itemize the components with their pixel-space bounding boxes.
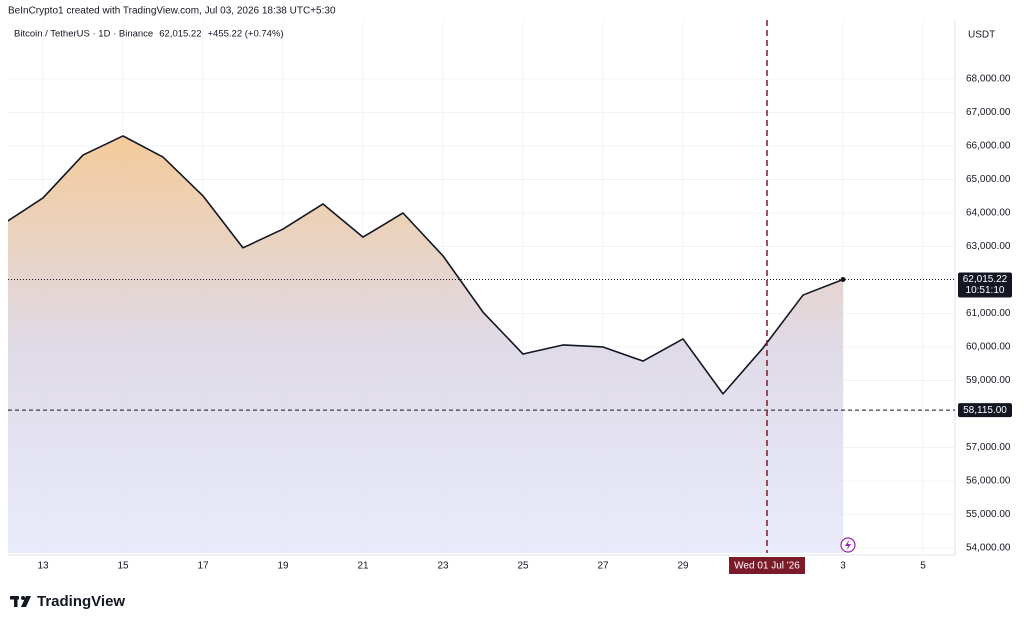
- x-tick-label: 25: [517, 561, 529, 572]
- plot: [8, 20, 955, 553]
- x-tick-label: 5: [920, 561, 926, 572]
- x-tick-label: 23: [437, 561, 449, 572]
- y-tick-label: 59,000.00: [966, 375, 1011, 386]
- legend: Bitcoin / TetherUS · 1D · Binance 62,015…: [14, 29, 284, 40]
- logo: TradingView: [37, 593, 125, 610]
- crosshair-label: Wed 01 Jul '26: [734, 561, 800, 572]
- symbol: Bitcoin / TetherUS · 1D · Binance: [14, 29, 153, 40]
- crosshair-label-bg: [729, 557, 805, 574]
- price-line: [8, 135, 844, 395]
- y-tick-label: 67,000.00: [966, 107, 1011, 118]
- y-tick-label: 64,000.00: [966, 208, 1011, 219]
- y-tick-label: 55,000.00: [966, 509, 1011, 520]
- area-fill: [8, 135, 843, 553]
- x-tick-label: 13: [37, 561, 49, 572]
- y-tick-label: 65,000.00: [966, 174, 1011, 185]
- y-tick-label: 54,000.00: [966, 543, 1011, 554]
- last-price-label: 62,015.22: [963, 274, 1008, 285]
- x-tick-label: 19: [277, 561, 289, 572]
- y-tick-label: 60,000.00: [966, 342, 1011, 353]
- y-tick-label: 57,000.00: [966, 442, 1011, 453]
- header: BeInCrypto1 created with TradingView.com…: [8, 6, 336, 17]
- price: 62,015.22: [159, 29, 201, 40]
- x-tick-label: 17: [197, 561, 209, 572]
- y-tick-label: 66,000.00: [966, 141, 1011, 152]
- x-tick-label: 29: [677, 561, 689, 572]
- x-tick-label: 15: [117, 561, 129, 572]
- currency: USDT: [968, 30, 995, 41]
- y-tick-label: 56,000.00: [966, 476, 1011, 487]
- y-tick-label: 61,000.00: [966, 308, 1011, 319]
- level-label: 58,115.00: [963, 405, 1007, 416]
- change: +455.22 (+0.74%): [208, 29, 284, 40]
- last-price-bg: [958, 272, 1012, 298]
- x-tick-label: 27: [597, 561, 609, 572]
- countdown: 10:51:10: [966, 285, 1005, 296]
- y-tick-label: 63,000.00: [966, 241, 1011, 252]
- level-label-bg: [958, 403, 1012, 418]
- y-tick-label: 68,000.00: [966, 74, 1011, 85]
- x-tick-label: 21: [357, 561, 369, 572]
- logo-icon: [10, 596, 31, 607]
- flash-icon: [840, 537, 856, 553]
- x-tick-label: 3: [840, 561, 846, 572]
